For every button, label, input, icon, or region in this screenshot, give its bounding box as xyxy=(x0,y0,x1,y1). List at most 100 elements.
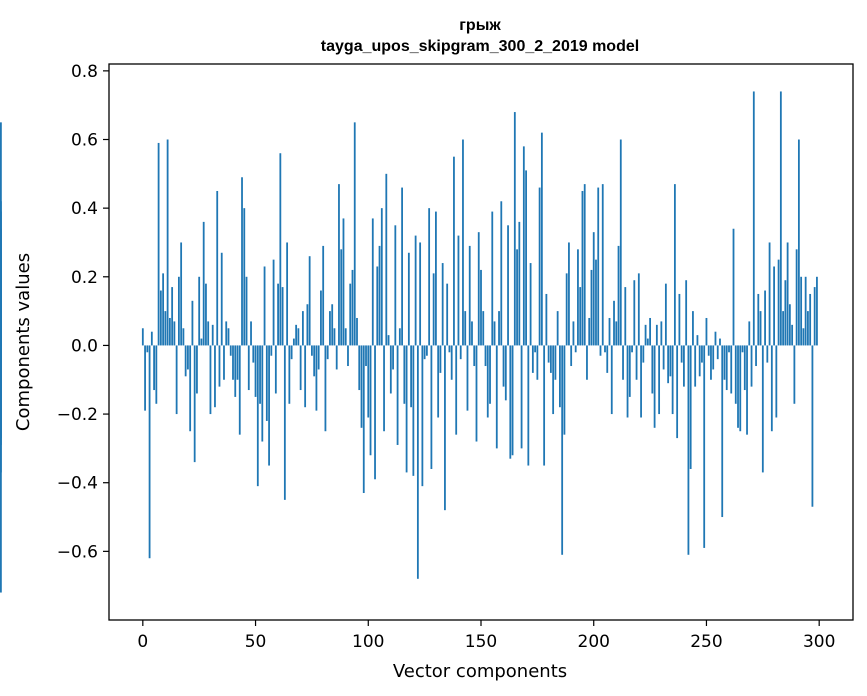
bar xyxy=(227,328,230,346)
bar xyxy=(574,345,577,353)
bar xyxy=(193,345,196,463)
bar xyxy=(529,263,532,346)
bar xyxy=(295,324,298,346)
bar xyxy=(757,293,760,346)
bar xyxy=(525,170,527,346)
bar xyxy=(694,345,697,387)
bar xyxy=(392,345,394,370)
bar xyxy=(340,249,343,346)
bar xyxy=(281,287,284,346)
bar xyxy=(141,328,144,346)
bar xyxy=(723,345,726,380)
bar xyxy=(407,252,410,346)
chart-subtitle: tayga_upos_skipgram_300_2_2019 model xyxy=(321,38,639,55)
bar xyxy=(394,225,397,346)
bar xyxy=(782,311,785,346)
bar xyxy=(498,311,500,346)
bar xyxy=(568,242,570,346)
bar xyxy=(489,345,491,404)
bar xyxy=(371,218,374,346)
bar xyxy=(315,345,318,411)
bar xyxy=(405,345,408,473)
bar xyxy=(559,345,561,408)
bar xyxy=(791,324,794,346)
bar xyxy=(367,345,370,418)
bar xyxy=(256,345,259,487)
bar xyxy=(164,311,167,346)
bar xyxy=(804,276,807,346)
bar xyxy=(324,345,327,432)
bar xyxy=(214,345,216,408)
bar xyxy=(583,184,586,346)
bar xyxy=(378,245,381,346)
bar xyxy=(513,112,516,346)
bar xyxy=(732,228,735,346)
bar xyxy=(317,345,320,370)
bar xyxy=(741,345,744,353)
bar xyxy=(331,304,334,346)
bar xyxy=(259,345,261,404)
bar xyxy=(365,345,367,367)
bar xyxy=(547,345,550,363)
bar xyxy=(570,345,573,367)
bar xyxy=(586,345,588,380)
bar xyxy=(198,276,201,346)
bar xyxy=(187,345,189,370)
bar xyxy=(254,345,257,397)
bar xyxy=(743,345,746,391)
bar xyxy=(311,345,313,356)
bar xyxy=(277,283,279,346)
bar xyxy=(247,345,250,391)
bar xyxy=(446,283,449,346)
bar xyxy=(153,345,155,391)
bar xyxy=(374,345,376,480)
x-tick-label: 200 xyxy=(578,632,610,652)
bar xyxy=(344,328,347,346)
bar xyxy=(421,345,424,487)
bar xyxy=(425,345,428,356)
bar xyxy=(624,287,627,346)
bar xyxy=(428,208,431,346)
bar xyxy=(410,345,413,408)
bar xyxy=(162,273,165,346)
bars-group xyxy=(0,91,818,593)
bar xyxy=(685,280,688,346)
bar xyxy=(703,345,706,548)
bar xyxy=(448,345,451,353)
bar xyxy=(297,328,300,346)
bar xyxy=(797,139,800,346)
bar xyxy=(457,235,460,346)
bar xyxy=(592,232,595,346)
bar xyxy=(750,345,753,387)
bar xyxy=(356,317,358,346)
bar xyxy=(475,345,478,442)
bar xyxy=(816,276,818,346)
bar xyxy=(502,345,505,387)
bar xyxy=(601,184,604,346)
y-tick-label: 0.8 xyxy=(71,62,98,82)
bar xyxy=(171,287,174,346)
bar xyxy=(572,321,575,346)
bar xyxy=(263,266,266,346)
bar xyxy=(662,345,665,370)
bar xyxy=(168,317,171,346)
bar xyxy=(775,345,778,418)
bar xyxy=(649,317,651,346)
bar xyxy=(308,256,311,346)
bar xyxy=(416,345,419,579)
bar xyxy=(748,321,751,346)
bar xyxy=(554,345,557,380)
bar xyxy=(768,242,771,346)
bar xyxy=(209,345,212,415)
bar xyxy=(274,345,277,394)
bar xyxy=(522,146,525,346)
bar xyxy=(633,280,636,346)
y-axis-ticks: −0.6 −0.4 −0.2 0.0 0.2 0.4 0.6 0.8 xyxy=(57,62,109,562)
bar xyxy=(725,345,728,391)
bar xyxy=(669,345,672,377)
x-tick-label: 100 xyxy=(352,632,384,652)
bar xyxy=(326,345,329,360)
y-axis-label: Components values xyxy=(13,253,34,431)
bar xyxy=(435,211,437,346)
